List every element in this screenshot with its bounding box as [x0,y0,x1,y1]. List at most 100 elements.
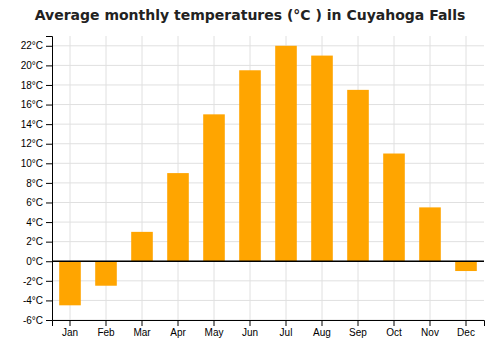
x-tick-mark [70,320,71,326]
x-tick: Nov [421,320,439,338]
bar [311,56,333,262]
y-tick: 20°C [21,60,52,71]
y-tick: 6°C [26,197,52,208]
x-tick-mark [214,320,215,326]
bar [419,207,441,261]
x-tick-label: Sep [349,327,367,338]
x-tick: Mar [133,320,151,338]
bar [275,46,297,261]
y-tick-mark [46,124,52,125]
y-tick-mark [46,65,52,66]
y-tick: 18°C [21,80,52,91]
bar [239,70,261,261]
y-tick: 16°C [21,99,52,110]
y-tick-label: 0°C [26,256,43,267]
x-tick: Jul [280,320,293,338]
y-tick-mark [46,261,52,262]
y-tick-label: 10°C [21,158,43,169]
x-tick-mark [394,320,395,326]
grid-line [52,124,484,125]
grid-line [52,84,484,85]
y-tick: 4°C [26,217,52,228]
x-tick: Oct [386,320,402,338]
bar [131,232,153,261]
x-tick-mark [358,320,359,326]
x-axis: Jan Feb Mar Apr May Jun Jul Aug Sep Oct Nov Dec [53,320,485,338]
x-tick-mark [430,320,431,326]
x-tick-label: Nov [421,327,439,338]
y-tick-mark [46,144,52,145]
x-tick: Feb [97,320,115,338]
x-tick-mark [322,320,323,326]
bar [59,261,81,305]
y-tick: 14°C [21,119,52,130]
x-tick-mark [178,320,179,326]
grid-line [52,65,484,66]
x-tick-label: Mar [133,327,151,338]
grid [52,36,484,320]
x-tick: Jun [242,320,258,338]
grid-line [430,36,431,320]
x-tick: Jan [62,320,78,338]
x-tick-mark [466,320,467,326]
y-tick-mark [46,46,52,47]
y-tick-label: 14°C [21,119,43,130]
grid-line [52,202,484,203]
y-tick-label: 2°C [26,236,43,247]
y-axis-line [46,37,53,321]
x-tick: May [205,320,224,338]
x-tick-label: Jun [242,327,258,338]
y-tick-label: 20°C [21,60,43,71]
y-tick-label: -4°C [23,295,43,306]
y-tick: -6°C [23,315,52,326]
x-tick-mark [106,320,107,326]
y-tick: -4°C [23,295,52,306]
plot: -6°C -4°C -2°C 0°C 2°C 4°C 6°C 8°C 10°C 12°C 14°C 1… [21,36,485,338]
grid-line [52,163,484,164]
y-tick-mark [46,163,52,164]
grid-line [52,143,484,144]
zero-line [52,260,484,262]
y-tick: 0°C [26,256,52,267]
y-tick: 10°C [21,158,52,169]
y-tick-mark [46,85,52,86]
x-tick-label: Apr [170,327,186,338]
chart: -6°C -4°C -2°C 0°C 2°C 4°C 6°C 8°C 10°C 12°C 14°C 1… [0,0,500,350]
x-tick-label: Feb [97,327,115,338]
x-tick: Apr [170,320,186,338]
bar [203,114,225,261]
x-tick-label: Jul [280,327,293,338]
y-tick-label: 6°C [26,197,43,208]
y-tick-label: 22°C [21,40,43,51]
y-tick: -2°C [23,276,52,287]
y-tick: 22°C [21,40,52,51]
x-tick-label: May [205,327,224,338]
y-axis: -6°C -4°C -2°C 0°C 2°C 4°C 6°C 8°C 10°C 12°C 14°C 1… [21,37,53,326]
y-tick-label: 18°C [21,80,43,91]
x-tick-mark [286,320,287,326]
x-axis-line [53,321,485,327]
grid-line [52,104,484,105]
y-tick-label: 4°C [26,217,43,228]
bar [167,173,189,261]
y-tick-label: 12°C [21,138,43,149]
x-tick-mark [142,320,143,326]
y-tick-mark [46,183,52,184]
y-tick: 8°C [26,178,52,189]
x-tick-label: Aug [313,327,331,338]
y-tick: 2°C [26,236,52,247]
y-tick-label: -6°C [23,315,43,326]
bar [95,261,117,285]
grid-line [52,182,484,183]
y-tick-mark [46,242,52,243]
x-tick: Dec [457,320,475,338]
y-tick-mark [46,300,52,301]
y-tick: 12°C [21,138,52,149]
y-tick-mark [46,320,52,321]
y-tick-mark [46,281,52,282]
x-tick: Aug [313,320,331,338]
grid-line [142,36,143,320]
bars [52,46,484,306]
y-tick-mark [46,202,52,203]
grid-line [466,36,467,320]
